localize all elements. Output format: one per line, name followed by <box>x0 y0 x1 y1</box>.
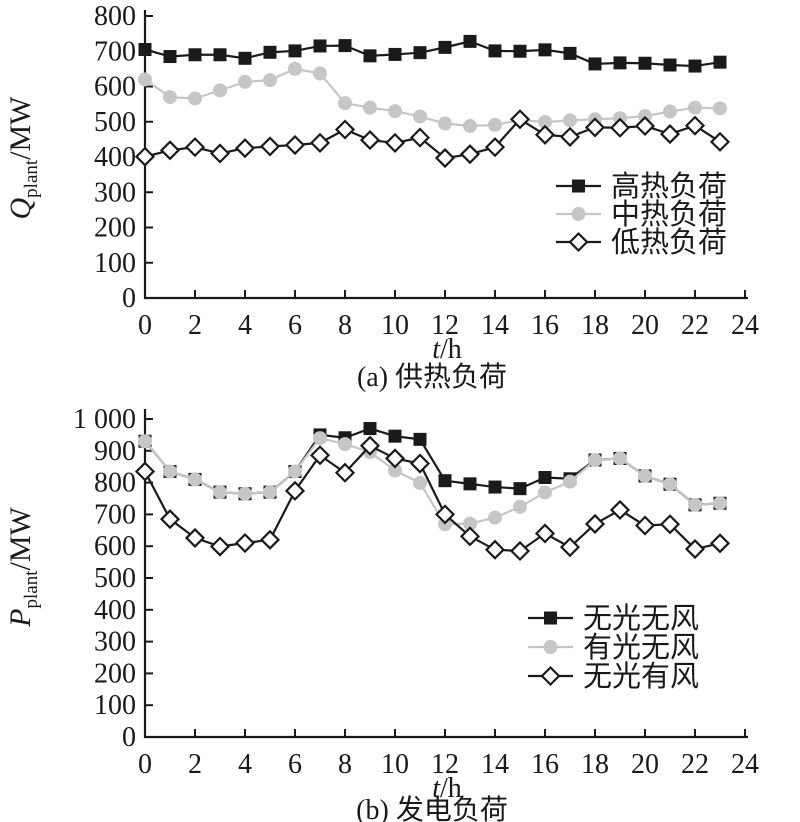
x-tick-label: 18 <box>581 310 609 341</box>
x-tick-label: 4 <box>238 749 252 780</box>
x-tick-label: 24 <box>731 749 759 780</box>
y-axis-label: Pplant/MW <box>4 506 42 627</box>
x-tick-labels: 0 2 4 6 8 10 12 14 16 18 20 22 24 <box>138 749 759 780</box>
x-tick-label: 8 <box>338 749 352 780</box>
y-tick-label: 700 <box>94 499 136 530</box>
legend-label: 无光无风 <box>583 602 699 635</box>
x-axis-label: t/h <box>432 773 462 804</box>
legend-label: 低热负荷 <box>611 226 727 259</box>
x-tick-label: 20 <box>631 310 659 341</box>
x-tick-label: 6 <box>288 310 302 341</box>
chart-b-power-load: 0 2 4 6 8 10 12 14 16 18 20 22 240100200300400500600… <box>4 404 759 822</box>
x-tick-label: 22 <box>681 749 709 780</box>
x-tick-label: 2 <box>188 310 202 341</box>
y-tick-label: 700 <box>94 36 136 67</box>
legend-label: 中热负荷 <box>611 198 727 231</box>
legend-item-low-heat-load: 低热负荷 <box>556 226 727 259</box>
y-tick-label: 0 <box>122 283 136 314</box>
x-tick-label: 8 <box>338 310 352 341</box>
y-tick-label: 200 <box>94 213 136 244</box>
y-tick-label: 100 <box>94 248 136 279</box>
legend-item-sun-no-wind: 有光无风 <box>528 631 699 664</box>
x-tick-label: 10 <box>381 749 409 780</box>
y-tick-label: 500 <box>94 563 136 594</box>
x-tick-label: 14 <box>481 310 509 341</box>
y-tick-label: 300 <box>94 177 136 208</box>
y-tick-label: 600 <box>94 72 136 103</box>
y-tick-label: 500 <box>94 107 136 138</box>
legend-item-no-sun-wind: 无光有风 <box>528 660 699 693</box>
legend-label: 高热负荷 <box>611 170 727 203</box>
x-axis-label: t/h <box>432 334 462 365</box>
x-tick-label: 14 <box>481 749 509 780</box>
axis-ticks <box>144 418 746 738</box>
series-no-sun-no-wind <box>138 422 727 512</box>
x-tick-label: 12 <box>431 310 459 341</box>
y-tick-label: 800 <box>94 1 136 32</box>
x-tick-labels: 0 2 4 6 8 10 12 14 16 18 20 22 24 <box>138 310 759 341</box>
chart-caption: (b) 发电负荷 <box>356 794 508 822</box>
y-tick-label: 300 <box>94 627 136 658</box>
series-low-heat-load <box>134 109 731 169</box>
y-tick-label: 100 <box>94 690 136 721</box>
y-tick-labels: 0 100 200 300 400 500 600 700 800 <box>94 1 136 314</box>
x-tick-label: 16 <box>531 749 559 780</box>
x-tick-label: 12 <box>431 749 459 780</box>
y-tick-label: 400 <box>94 595 136 626</box>
y-axis-label: Qplant/MW <box>4 96 42 220</box>
x-tick-label: 6 <box>288 749 302 780</box>
y-tick-label: 800 <box>94 468 136 499</box>
x-tick-label: 16 <box>531 310 559 341</box>
x-tick-label: 22 <box>681 310 709 341</box>
y-tick-label: 0 <box>122 722 136 753</box>
chart-a-heating-load: 0 2 4 6 8 10 12 14 16 18 20 22 240100200300400500600… <box>4 1 759 393</box>
legend-label: 有光无风 <box>583 631 699 664</box>
legend-item-high-heat-load: 高热负荷 <box>556 170 727 203</box>
x-tick-label: 18 <box>581 749 609 780</box>
y-tick-label: 1 000 <box>73 404 136 435</box>
legend-item-no-sun-no-wind: 无光无风 <box>528 602 699 635</box>
chart-caption: (a) 供热负荷 <box>357 361 507 393</box>
y-tick-label: 600 <box>94 531 136 562</box>
x-tick-label: 4 <box>238 310 252 341</box>
legend-label: 无光有风 <box>583 660 699 693</box>
legend-item-mid-heat-load: 中热负荷 <box>556 198 727 231</box>
x-tick-label: 0 <box>138 310 152 341</box>
y-tick-label: 200 <box>94 658 136 689</box>
series-high-heat-load <box>138 34 727 73</box>
x-tick-label: 20 <box>631 749 659 780</box>
y-tick-label: 400 <box>94 142 136 173</box>
x-tick-label: 2 <box>188 749 202 780</box>
x-tick-label: 0 <box>138 749 152 780</box>
series-no-sun-wind <box>134 435 731 562</box>
x-tick-label: 24 <box>731 310 759 341</box>
x-tick-label: 10 <box>381 310 409 341</box>
y-tick-label: 900 <box>94 436 136 467</box>
